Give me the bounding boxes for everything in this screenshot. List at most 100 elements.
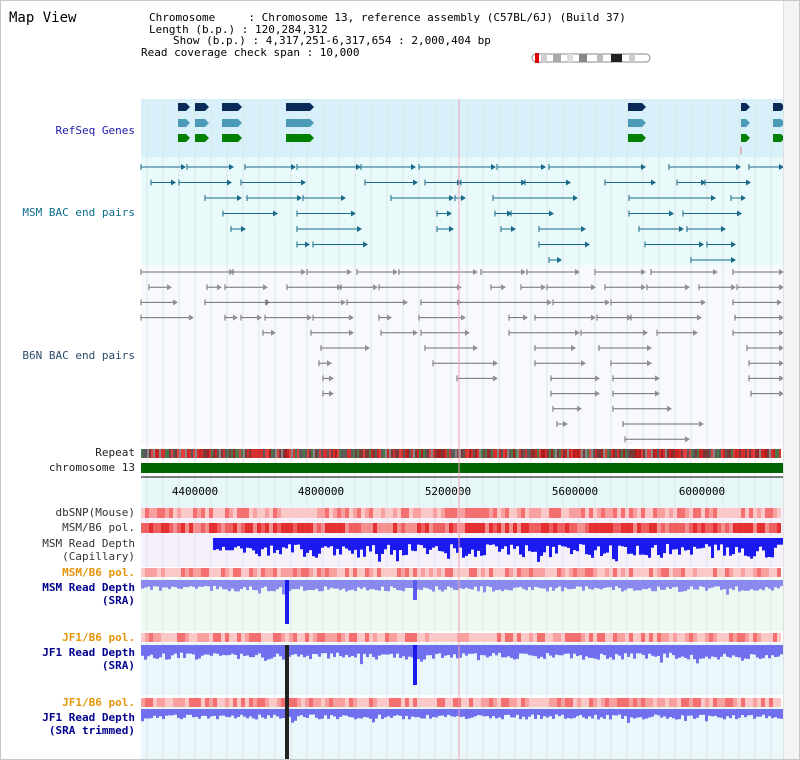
polymorphism-cell	[357, 523, 361, 533]
refseq-track-label[interactable]: RefSeq Genes	[55, 124, 135, 137]
repeat-segment	[497, 449, 499, 458]
polymorphism-cell	[237, 698, 241, 707]
read-depth-bar	[753, 580, 756, 591]
read-depth-bar	[522, 538, 525, 558]
read-depth-bar	[699, 538, 702, 549]
read-depth-bar	[357, 645, 360, 654]
read-depth-bar	[543, 580, 546, 589]
repeat-segment	[381, 449, 383, 458]
polymorphism-cell	[489, 508, 493, 518]
msm-bac-pair-arrow	[341, 195, 346, 201]
read-depth-bar	[717, 709, 720, 718]
polymorphism-cell	[441, 523, 445, 533]
polymorphism-cell	[241, 698, 245, 707]
read-depth-bar	[510, 709, 513, 718]
msm-bac-pair-arrow	[449, 226, 454, 232]
vertical-scrollbar[interactable]	[783, 1, 799, 759]
polymorphism-cell	[477, 508, 481, 518]
polymorphism-cell	[269, 633, 273, 642]
polymorphism-cell	[545, 508, 549, 518]
repeat-segment	[429, 449, 431, 458]
repeat-segment	[667, 449, 669, 458]
polymorphism-cell	[365, 698, 369, 707]
b6n-bac-pair-arrow	[627, 314, 632, 321]
read-depth-bar	[708, 645, 711, 659]
polymorphism-cell	[729, 523, 733, 533]
msm-bac-pair-arrow	[746, 179, 751, 186]
read-depth-bar	[507, 580, 510, 591]
jf1-b6-pol-label-2[interactable]: JF1/B6 pol.	[62, 696, 135, 709]
polymorphism-cell	[313, 523, 317, 533]
read-depth-bar	[390, 580, 393, 587]
msm-bac-pairs-track[interactable]	[140, 164, 784, 263]
repeat-segment	[587, 449, 589, 458]
polymorphism-cell	[225, 568, 229, 577]
read-depth-bar	[279, 709, 282, 719]
polymorphism-cell	[305, 568, 309, 577]
repeat-segment	[243, 449, 245, 458]
repeat-segment	[279, 449, 281, 458]
b6n-bac-track-label[interactable]: B6N BAC end pairs	[22, 349, 135, 362]
read-depth-bar	[327, 709, 330, 719]
b6n-bac-pairs-track[interactable]	[140, 269, 784, 443]
polymorphism-cell	[633, 568, 637, 577]
read-depth-bar	[681, 538, 684, 548]
polymorphism-cell	[329, 508, 333, 518]
polymorphism-cell	[177, 508, 181, 518]
repeat-segment	[745, 449, 747, 458]
msm-capillary-label[interactable]: MSM Read Depth	[42, 537, 135, 550]
jf1-sra-label[interactable]: JF1 Read Depth	[42, 646, 135, 659]
polymorphism-cell	[645, 633, 649, 642]
msm-b6-pol-label[interactable]: MSM/B6 pol.	[62, 521, 135, 534]
read-depth-bar	[480, 709, 483, 716]
refseq-genes-track[interactable]	[178, 103, 785, 154]
msm-b6-pol-label-2[interactable]: MSM/B6 pol.	[62, 566, 135, 579]
repeat-segment	[195, 449, 197, 458]
polymorphism-cell	[449, 633, 453, 642]
msm-sra-label[interactable]: MSM Read Depth	[42, 581, 135, 594]
read-depth-bar	[207, 580, 210, 587]
repeat-segment	[349, 449, 351, 458]
read-depth-bar	[303, 645, 306, 658]
polymorphism-cell	[229, 568, 233, 577]
polymorphism-cell	[201, 568, 205, 577]
polymorphism-cell	[245, 568, 249, 577]
read-depth-bar	[672, 709, 675, 719]
b6n-bac-pair-arrow	[655, 375, 660, 382]
read-depth-bar	[150, 580, 153, 590]
polymorphism-cell	[581, 568, 585, 577]
read-depth-bar	[315, 580, 318, 589]
jf1-b6-pol-label[interactable]: JF1/B6 pol.	[62, 631, 135, 644]
polymorphism-cell	[521, 698, 525, 707]
read-depth-bar	[663, 580, 666, 590]
read-depth-bar	[501, 538, 504, 549]
polymorphism-cell	[681, 633, 685, 642]
read-depth-bar	[672, 645, 675, 656]
read-depth-bar	[303, 580, 306, 591]
msm-bac-track-label[interactable]: MSM BAC end pairs	[22, 206, 135, 219]
polymorphism-cell	[241, 633, 245, 642]
repeat-segment	[779, 449, 781, 458]
polymorphism-cell	[705, 633, 709, 642]
polymorphism-cell	[169, 633, 173, 642]
gene-exon-block	[628, 103, 642, 111]
read-depth-bar	[459, 709, 462, 718]
chromosome-ideogram[interactable]	[531, 53, 651, 63]
gene-strand-arrow	[205, 119, 209, 127]
polymorphism-cell	[677, 568, 681, 577]
polymorphism-cell	[641, 568, 645, 577]
polymorphism-cell	[369, 568, 373, 577]
read-depth-bar	[540, 709, 543, 719]
polymorphism-cell	[489, 523, 493, 533]
polymorphism-cell	[477, 698, 481, 707]
read-depth-bar	[228, 538, 231, 551]
dbsnp-track-label[interactable]: dbSNP(Mouse)	[55, 506, 135, 519]
read-depth-spike	[285, 709, 289, 759]
polymorphism-cell	[665, 698, 669, 707]
polymorphism-cell	[505, 508, 509, 518]
gene-strand-arrow	[746, 134, 750, 142]
read-depth-bar	[588, 709, 591, 717]
read-depth-bar	[720, 580, 723, 591]
read-depth-bar	[753, 645, 756, 655]
jf1-trim-label[interactable]: JF1 Read Depth	[42, 711, 135, 724]
